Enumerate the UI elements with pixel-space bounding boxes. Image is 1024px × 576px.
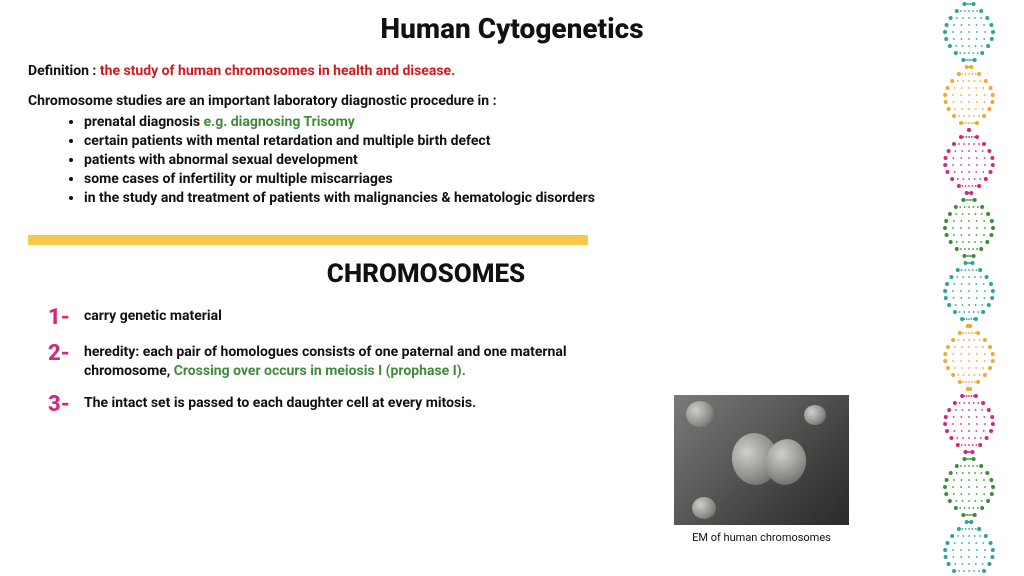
point-number: 2- bbox=[48, 343, 76, 365]
sub-title: CHROMOSOMES bbox=[28, 259, 824, 289]
list-item: patients with abnormal sexual developmen… bbox=[84, 151, 824, 170]
intro-text: Chromosome studies are an important labo… bbox=[28, 93, 824, 109]
definition-text: the study of human chromosomes in health… bbox=[100, 63, 455, 79]
definition-label: Definition : bbox=[28, 63, 100, 79]
em-figure: EM of human chromosomes bbox=[674, 395, 849, 544]
point-item: 1- carry genetic material bbox=[48, 307, 628, 329]
list-item: prenatal diagnosis e.g. diagnosing Triso… bbox=[84, 113, 824, 132]
section-divider bbox=[28, 235, 588, 245]
em-caption: EM of human chromosomes bbox=[674, 531, 849, 544]
em-image bbox=[674, 395, 849, 525]
list-item: certain patients with mental retardation… bbox=[84, 132, 824, 151]
point-item: 2- heredity: each pair of homologues con… bbox=[48, 343, 628, 379]
content-area: Definition : the study of human chromoso… bbox=[0, 63, 1024, 416]
definition-line: Definition : the study of human chromoso… bbox=[28, 63, 824, 79]
point-item: 3- The intact set is passed to each daug… bbox=[48, 394, 628, 416]
dna-decoration bbox=[934, 0, 1004, 576]
point-number: 3- bbox=[48, 394, 76, 416]
numbered-points: 1- carry genetic material 2- heredity: e… bbox=[28, 307, 628, 415]
list-item: some cases of infertility or multiple mi… bbox=[84, 170, 824, 189]
list-item: in the study and treatment of patients w… bbox=[84, 189, 824, 208]
bullet-list: prenatal diagnosis e.g. diagnosing Triso… bbox=[28, 113, 824, 207]
point-number: 1- bbox=[48, 307, 76, 329]
page-title: Human Cytogenetics bbox=[0, 0, 1024, 45]
